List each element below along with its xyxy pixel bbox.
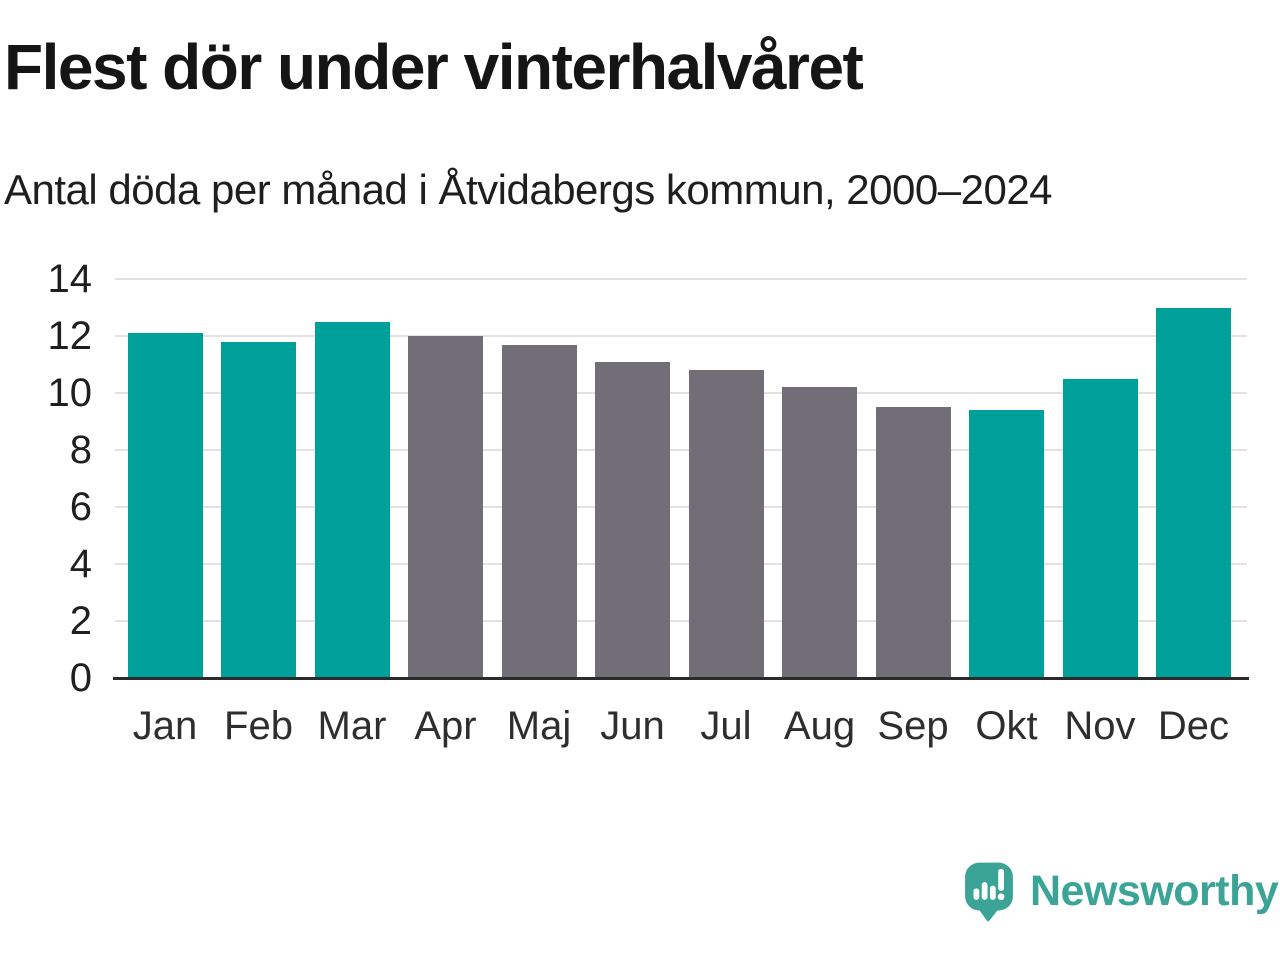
gridline-10 [115, 392, 1247, 394]
x-tick-label-jan: Jan [132, 704, 198, 748]
bar-jul [688, 370, 764, 678]
bar-mar [314, 321, 390, 678]
x-tick-label-jun: Jun [600, 704, 665, 748]
bar-feb [221, 341, 296, 678]
bar-dec [1156, 307, 1231, 678]
x-axis-line [113, 677, 1249, 680]
bar-okt [969, 410, 1044, 678]
y-tick-label-10: 10 [47, 371, 93, 415]
gridline-4 [115, 563, 1247, 565]
bar-aug [782, 387, 857, 678]
x-tick-label-sep: Sep [877, 704, 949, 748]
gridline-12 [115, 335, 1247, 337]
gridline-14 [115, 278, 1247, 280]
x-tick-label-maj: Maj [506, 704, 572, 748]
x-tick-label-okt: Okt [975, 704, 1038, 748]
gridline-2 [115, 620, 1247, 622]
y-tick-label-14: 14 [47, 257, 93, 301]
newsworthy-logo-text: Newsworthy [1030, 866, 1279, 915]
bar-nov [1062, 378, 1138, 678]
y-tick-label-4: 4 [69, 542, 92, 586]
bar-jun [595, 361, 670, 678]
x-tick-label-jul: Jul [700, 704, 752, 748]
gridline-6 [115, 506, 1247, 508]
x-tick-label-feb: Feb [224, 704, 293, 748]
chart-title: Flest dör under vinterhalvåret [4, 31, 864, 103]
chart-subtitle: Antal döda per månad i Åtvidabergs kommu… [4, 166, 1053, 213]
x-tick-label-mar: Mar [317, 704, 387, 748]
y-tick-label-6: 6 [69, 485, 92, 529]
bar-sep [875, 407, 951, 678]
x-tick-label-aug: Aug [783, 704, 856, 748]
y-tick-label-12: 12 [47, 314, 93, 358]
newsworthy-logo-icon [965, 862, 1013, 922]
y-tick-label-2: 2 [69, 599, 92, 643]
y-tick-label-0: 0 [69, 656, 92, 700]
x-tick-label-nov: Nov [1064, 704, 1136, 748]
x-tick-label-dec: Dec [1157, 704, 1230, 748]
x-tick-label-apr: Apr [414, 704, 477, 748]
plot-area [113, 278, 1249, 680]
gridline-8 [115, 449, 1247, 451]
bar-apr [408, 336, 483, 678]
newsworthy-logo: Newsworthy [962, 860, 1279, 922]
bar-maj [501, 344, 577, 678]
y-tick-label-8: 8 [69, 428, 92, 472]
bar-jan [127, 333, 203, 678]
